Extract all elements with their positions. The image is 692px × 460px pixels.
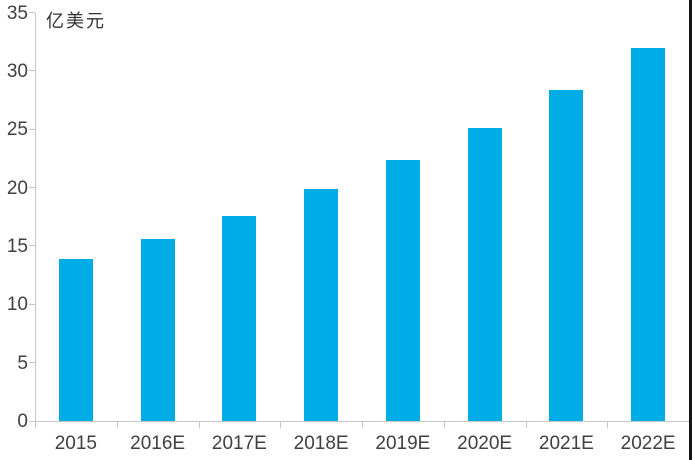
bar-2018E [304,188,339,421]
x-axis-tick [116,422,118,428]
bar-2021E [549,89,584,421]
x-axis-tick [198,422,200,428]
screenshot-right-edge [689,0,692,460]
bar-2019E [385,159,420,421]
y-axis-tick [29,12,35,13]
bar-2015 [58,258,93,421]
x-axis-tick [280,422,282,428]
bar-2022E [631,47,666,421]
x-tick-label: 2021E [538,433,594,454]
y-tick-label: 15 [6,235,28,257]
y-axis-tick [29,420,35,422]
y-axis-tick [29,362,35,364]
y-tick-label: 25 [6,119,28,141]
y-tick-label: 10 [6,294,28,316]
x-tick-label: 2015 [54,433,98,454]
y-tick-label: 0 [17,411,28,432]
y-axis-tick [29,303,35,305]
y-tick-label: 35 [6,2,28,24]
x-axis-tick [525,422,527,428]
bar-2016E [140,238,175,421]
x-axis-line [35,421,689,422]
bar-2020E [467,128,502,421]
x-axis-tick [362,422,363,428]
y-axis-tick [29,245,35,247]
y-axis-unit-label: 亿美元 [46,11,106,31]
x-tick-label: 2022E [620,433,676,454]
y-tick-label: 30 [6,60,28,82]
x-tick-label: 2016E [130,433,186,454]
y-axis-tick [29,187,35,189]
y-axis-tick [29,128,35,130]
y-axis-line [35,12,36,421]
y-axis-tick [29,70,35,72]
x-tick-label: 2018E [293,433,349,454]
x-tick-label: 2019E [375,433,431,454]
x-tick-label: 2020E [457,433,513,454]
bar-2017E [222,215,257,421]
x-axis-tick [35,422,36,428]
x-axis-tick [607,422,609,428]
y-tick-label: 5 [17,352,28,374]
y-tick-label: 20 [6,177,28,199]
x-tick-label: 2017E [211,433,267,454]
x-axis-tick [443,422,445,428]
